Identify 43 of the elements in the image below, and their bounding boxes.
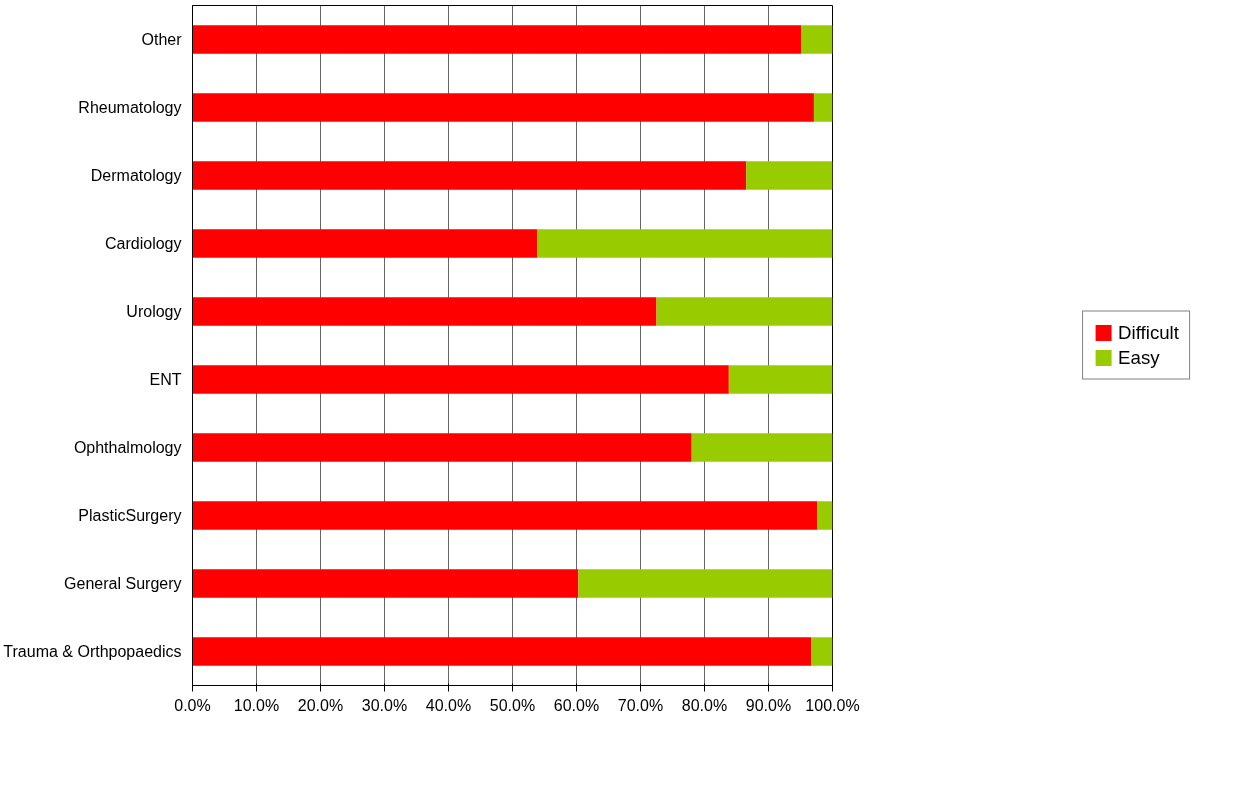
legend-label: Difficult: [1118, 321, 1179, 344]
bar: [192, 229, 538, 258]
x-tick-label: 100.0%: [805, 696, 860, 714]
bar: [691, 433, 833, 462]
bar: [811, 637, 833, 666]
bar: [817, 501, 833, 530]
y-tick-label: Dermatology: [90, 167, 182, 184]
bar: [192, 161, 747, 190]
x-tick-label: 10.0%: [233, 696, 280, 714]
y-tick-label: PlasticSurgery: [78, 507, 182, 524]
bar: [192, 569, 579, 598]
x-tick-label: 60.0%: [553, 696, 600, 714]
y-tick-label: Cardiology: [105, 235, 182, 252]
x-tick-label: 20.0%: [297, 696, 344, 714]
bar: [192, 433, 692, 462]
legend-label: Easy: [1118, 346, 1160, 369]
bar: [192, 93, 814, 122]
bar: [192, 501, 818, 530]
bar: [728, 365, 833, 394]
y-tick-label: Rheumatology: [78, 99, 182, 116]
y-tick-label: Other: [141, 31, 183, 48]
y-tick-label: Trauma & Orthpopaedics: [3, 643, 182, 660]
x-tick-label: 70.0%: [617, 696, 664, 714]
x-tick-label: 0.0%: [174, 696, 211, 714]
bar: [813, 93, 833, 122]
y-tick-label: Urology: [126, 303, 182, 320]
y-tick-label: ENT: [149, 371, 182, 388]
bar: [656, 297, 833, 326]
x-tick-label: 90.0%: [745, 696, 792, 714]
bar: [537, 229, 833, 258]
bar: [192, 637, 812, 666]
bar: [801, 25, 833, 54]
bar: [192, 25, 802, 54]
bar: [746, 161, 833, 190]
x-tick-label: 30.0%: [361, 696, 408, 714]
bar: [192, 297, 657, 326]
bar: [192, 365, 729, 394]
x-tick-label: 50.0%: [489, 696, 536, 714]
y-tick-label: Ophthalmology: [73, 439, 182, 456]
y-tick-label: General Surgery: [64, 575, 182, 592]
x-tick-label: 40.0%: [425, 696, 472, 714]
x-tick-label: 80.0%: [681, 696, 728, 714]
bar: [578, 569, 833, 598]
